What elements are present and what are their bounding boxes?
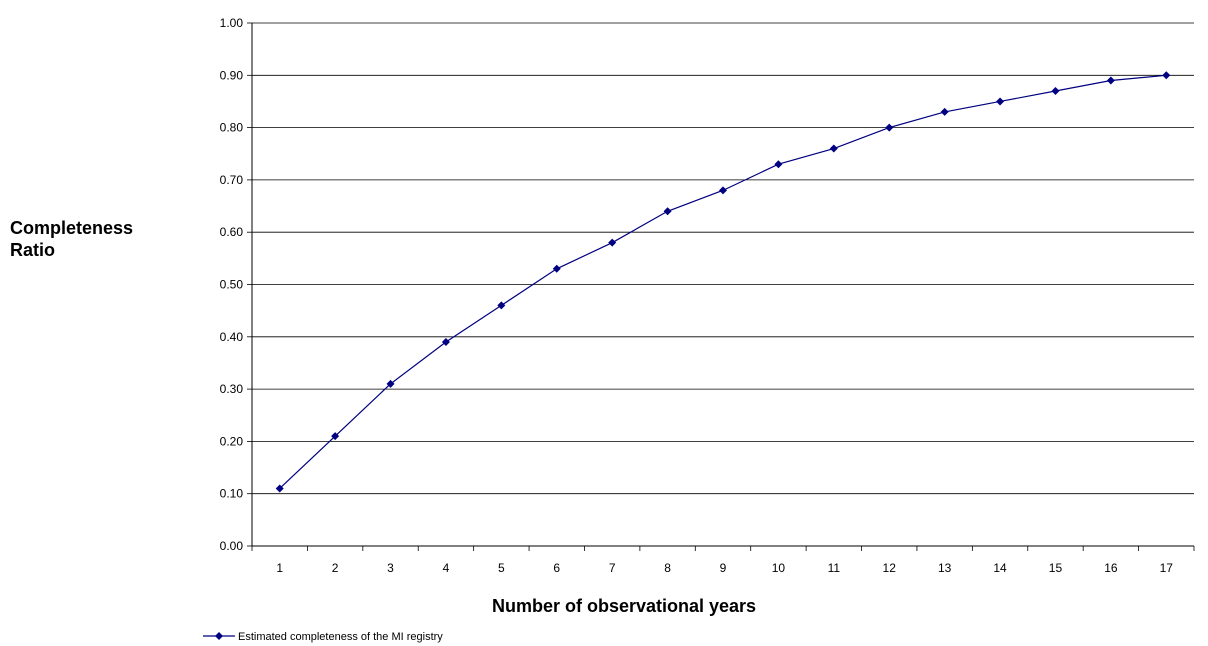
y-tick-label: 0.70: [220, 173, 244, 187]
y-tick-label: 0.50: [220, 278, 244, 292]
y-tick-label: 0.00: [220, 539, 244, 553]
x-tick-label: 5: [498, 561, 505, 575]
data-point: [441, 338, 450, 347]
gridlines: [252, 22, 1194, 495]
data-point: [885, 123, 894, 132]
y-tick-label: 0.30: [220, 382, 244, 396]
x-tick-label: 2: [332, 561, 339, 575]
x-tick-label: 3: [387, 561, 394, 575]
legend: Estimated completeness of the MI registr…: [203, 631, 443, 643]
x-tick-label: 17: [1160, 561, 1174, 575]
series-line: [279, 74, 1167, 489]
data-point: [1162, 71, 1171, 80]
y-tick-label: 0.20: [220, 434, 244, 448]
x-tick-label: 16: [1104, 561, 1118, 575]
x-tick-label: 7: [609, 561, 616, 575]
y-tick-label: 0.80: [220, 121, 244, 135]
series-group: [275, 71, 1171, 493]
y-tick-label: 0.10: [220, 487, 244, 501]
data-point: [1106, 76, 1115, 85]
y-tick-label: 0.40: [220, 330, 244, 344]
y-tick-label: 0.90: [220, 68, 244, 82]
y-tick-label: 0.60: [220, 225, 244, 239]
data-point: [774, 160, 783, 169]
data-point: [386, 379, 395, 388]
y-tick-label: 1.00: [220, 16, 244, 30]
x-tick-label: 14: [993, 561, 1007, 575]
x-tick-label: 6: [553, 561, 560, 575]
data-point: [829, 144, 838, 153]
x-tick-label: 15: [1049, 561, 1063, 575]
legend-marker-swatch: [215, 632, 223, 640]
x-tick-label: 10: [772, 561, 786, 575]
x-tick-label: 13: [938, 561, 952, 575]
data-point: [719, 186, 727, 195]
y-tick-labels: 0.00 0.10 0.20 0.30 0.40 0.50 0.60 0.70 0.80 0.90…: [220, 16, 244, 553]
data-point: [663, 207, 672, 216]
data-point: [608, 238, 617, 247]
data-point: [1051, 86, 1060, 95]
data-point: [940, 107, 949, 116]
data-point: [996, 97, 1005, 106]
x-tick-labels: 1 2 3 4 5 6 7 8 9 10 11 12 13 14 15 16 17: [276, 561, 1173, 575]
y-axis-label-line1: Completeness: [10, 218, 134, 238]
x-tick-label: 11: [828, 561, 841, 575]
data-point: [497, 301, 506, 310]
x-tick-label: 8: [664, 561, 671, 575]
x-tick-label: 4: [443, 561, 450, 575]
x-tick-label: 12: [883, 561, 897, 575]
data-point: [552, 264, 561, 273]
axes: [247, 22, 1195, 551]
x-tick-label: 1: [276, 561, 283, 575]
data-point: [331, 432, 340, 441]
legend-entry-label: Estimated completeness of the MI registr…: [238, 631, 443, 643]
x-tick-label: 9: [720, 561, 727, 575]
data-point: [275, 484, 284, 493]
x-axis-title: Number of observational years: [492, 596, 756, 616]
y-axis-label-line2: Ratio: [10, 240, 55, 260]
y-axis-label: Completeness Ratio: [10, 217, 133, 261]
